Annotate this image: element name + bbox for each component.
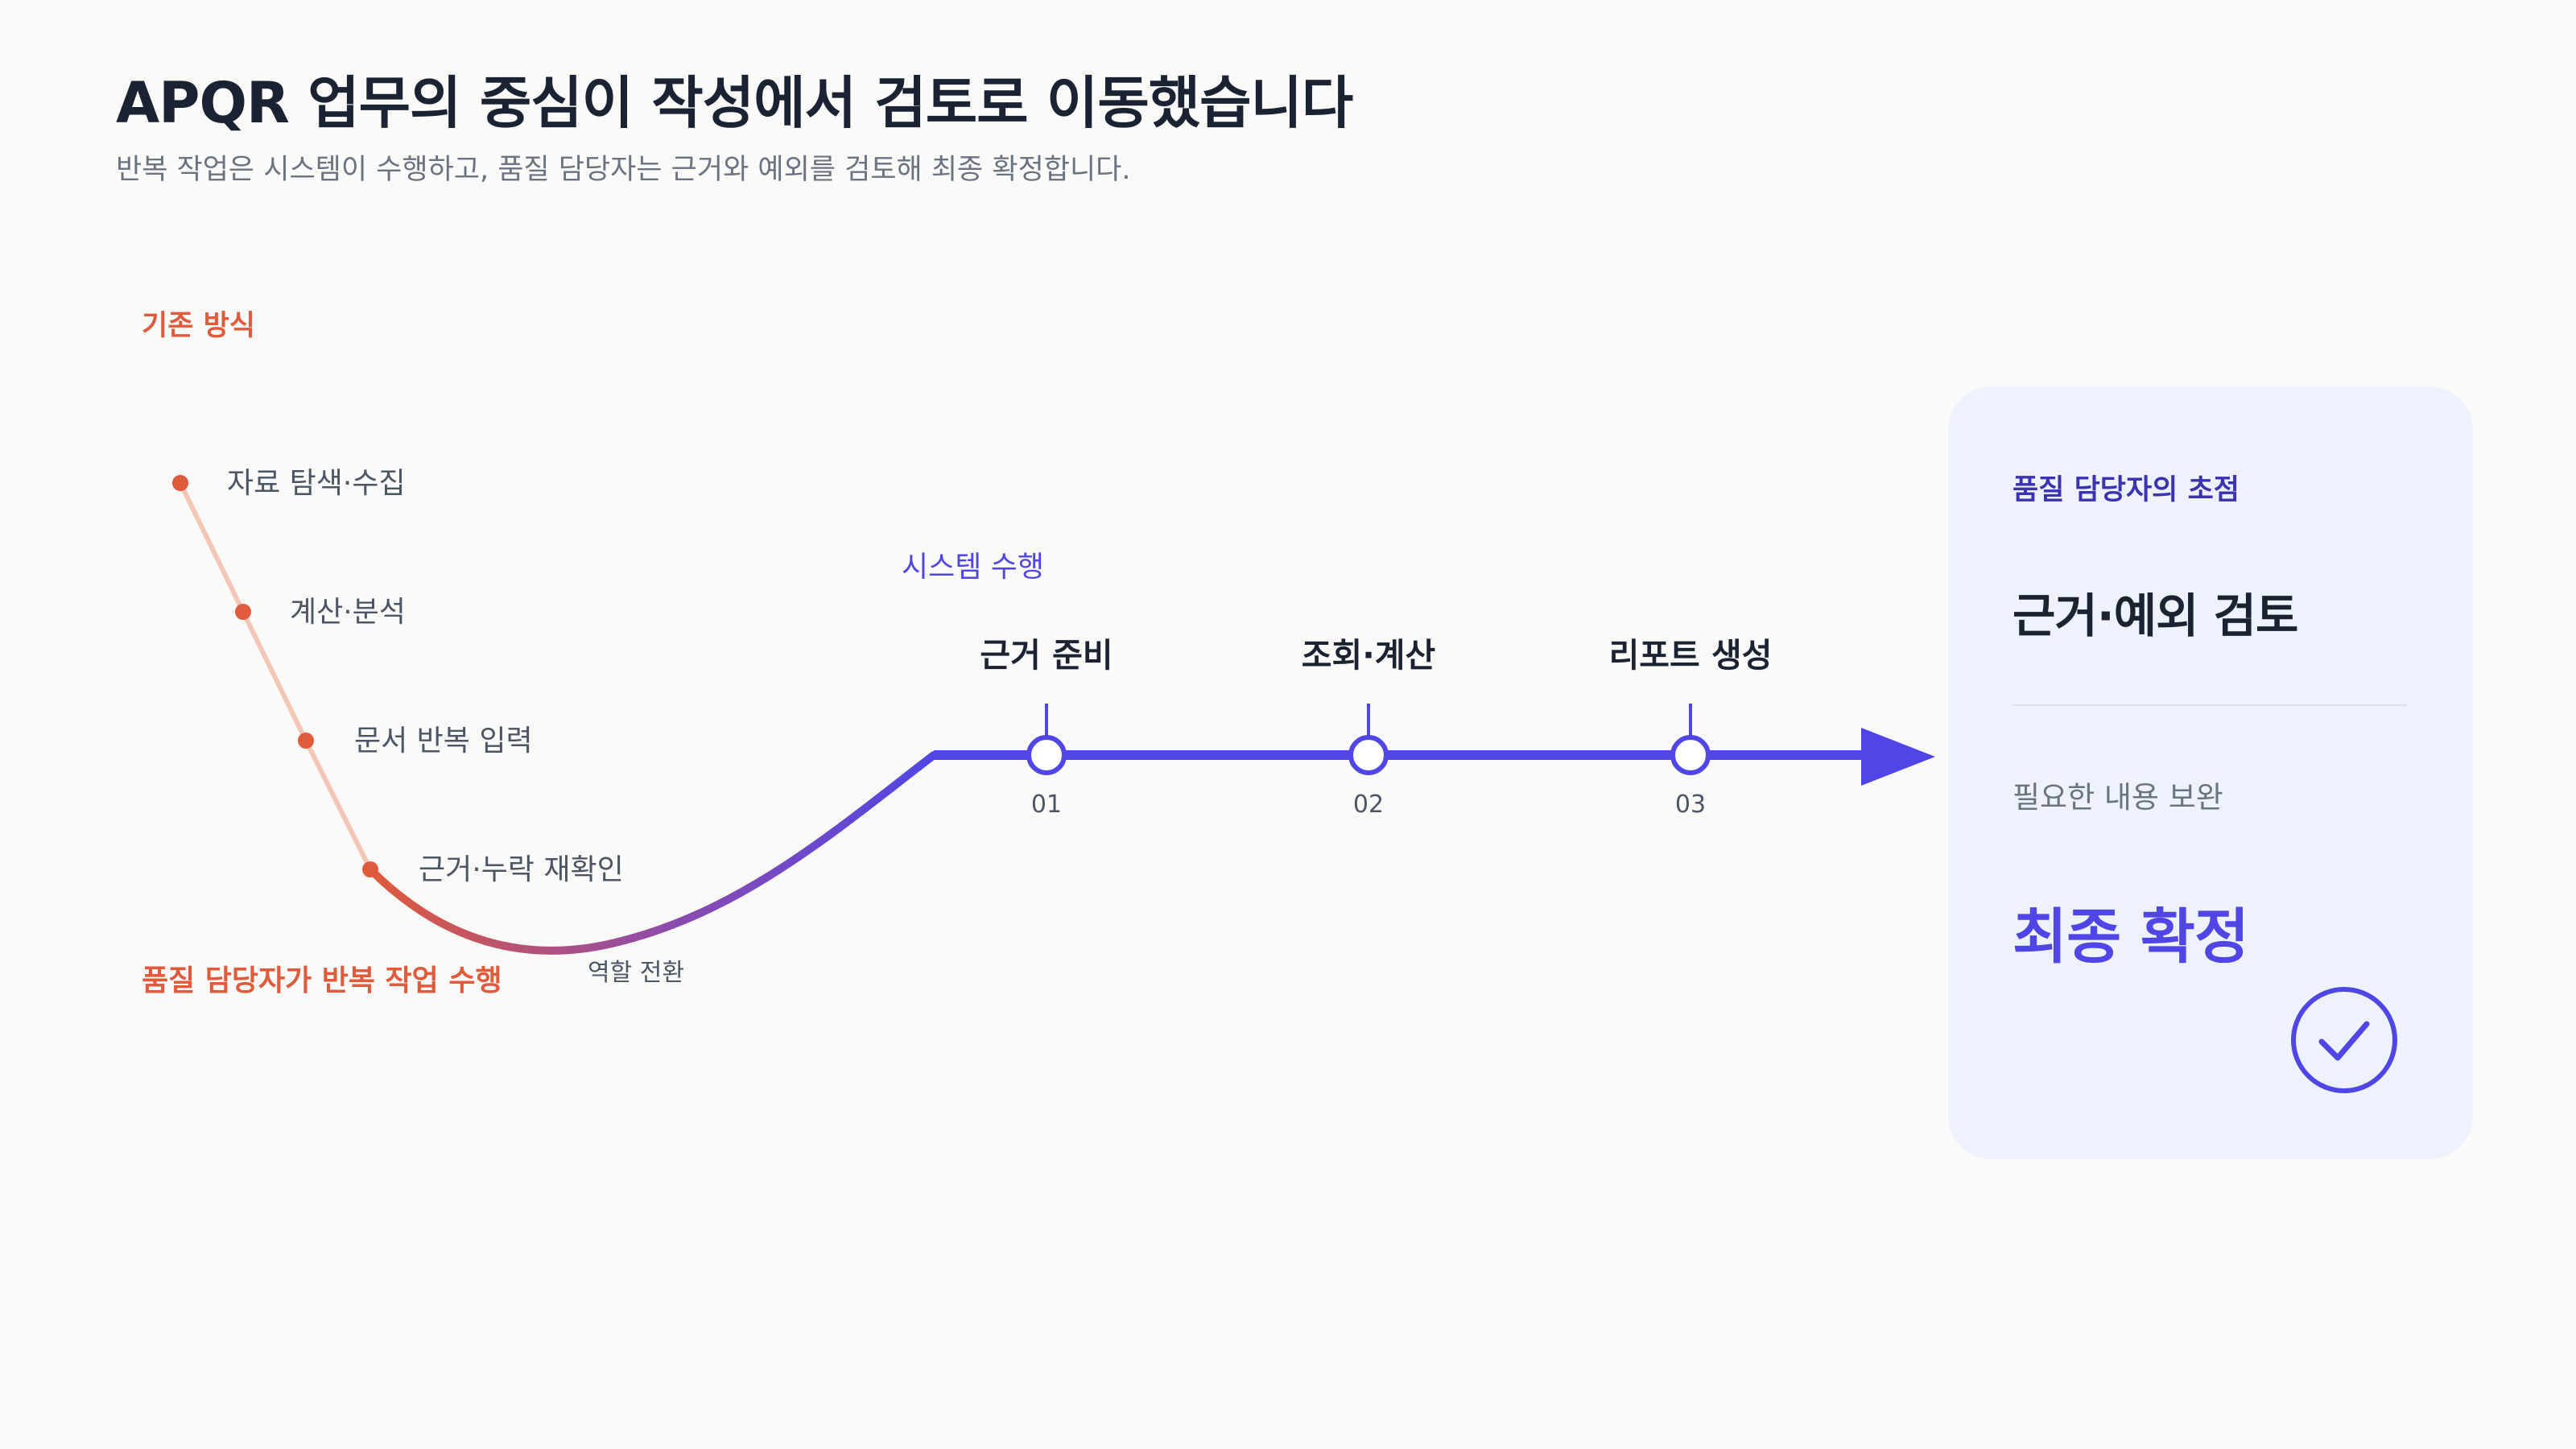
step-node [1026, 735, 1067, 775]
step-node [1348, 735, 1389, 775]
system-step-label: 조회·계산 [1302, 636, 1435, 675]
legacy-step-dot [235, 604, 251, 620]
role-transition-curve [366, 751, 938, 955]
legacy-step-4: 근거·누락 재확인 [419, 853, 624, 886]
focus-heading: 근거·예외 검토 [2013, 588, 2298, 643]
system-step-number: 02 [1353, 791, 1384, 819]
system-step-number: 01 [1031, 791, 1062, 819]
focus-sub: 필요한 내용 보완 [2013, 780, 2223, 815]
reviewer-focus-card: 품질 담당자의 초점 근거·예외 검토 필요한 내용 보완 최종 확정 [1948, 386, 2473, 1159]
transition-label: 역할 전환 [588, 959, 684, 987]
arrow-head-icon [1861, 728, 1935, 786]
legacy-step-3: 문서 반복 입력 [354, 724, 533, 758]
card-divider [2013, 704, 2407, 706]
legacy-step-dot [298, 733, 314, 749]
legacy-label: 기존 방식 [142, 310, 255, 342]
legacy-step-1: 자료 탐색·수집 [227, 467, 406, 500]
step-node [1670, 735, 1711, 775]
legacy-caption: 품질 담당자가 반복 작업 수행 [142, 964, 502, 997]
system-step-label: 근거 준비 [980, 636, 1113, 675]
legacy-steps-line [178, 481, 373, 872]
legacy-step-dot [172, 475, 188, 491]
page-title: APQR 업무의 중심이 작성에서 검토로 이동했습니다 [116, 70, 1353, 136]
system-step-label: 리포트 생성 [1609, 636, 1773, 675]
system-step-number: 03 [1675, 791, 1706, 819]
focus-label: 품질 담당자의 초점 [2013, 474, 2240, 506]
focus-final: 최종 확정 [2013, 902, 2249, 972]
system-label: 시스템 수행 [902, 551, 1044, 584]
page-subtitle: 반복 작업은 시스템이 수행하고, 품질 담당자는 근거와 예외를 검토해 최종… [116, 154, 1131, 186]
check-circle-icon [2291, 987, 2397, 1093]
legacy-step-2: 계산·분석 [290, 596, 406, 629]
